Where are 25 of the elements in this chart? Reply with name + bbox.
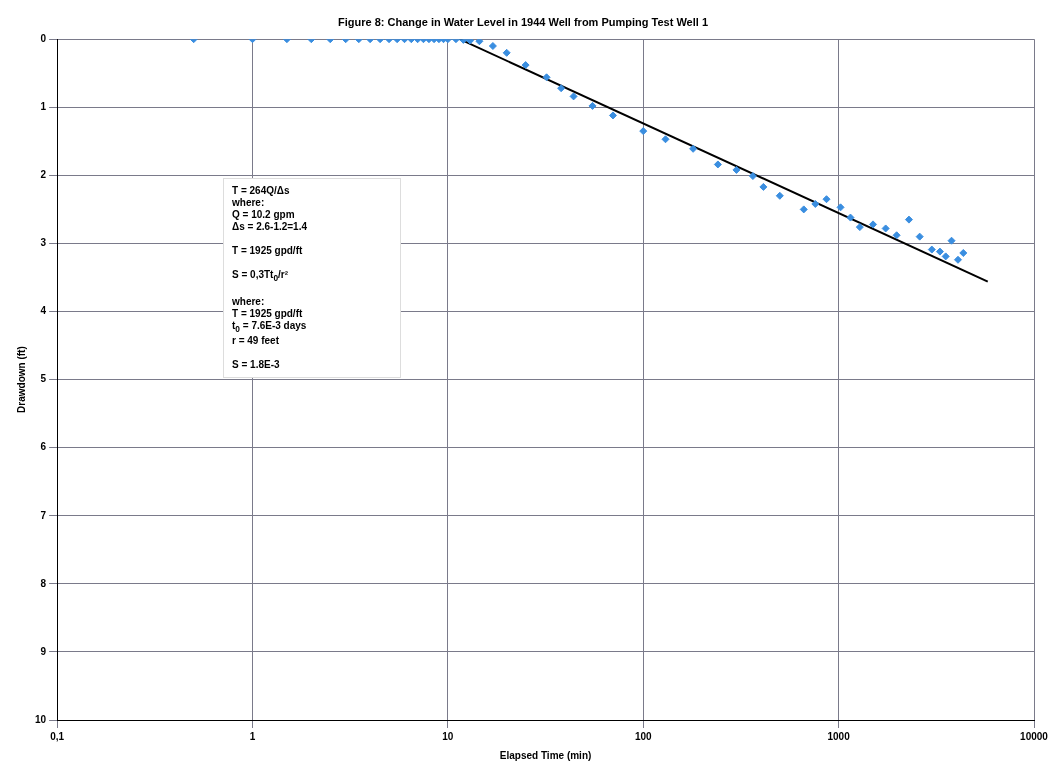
annotation: S = 1.8E-3 [232, 359, 281, 371]
chart-title: Figure 8: Change in Water Level in 1944 Well from Pumping Test Well 1 [337, 15, 709, 28]
y-tick-label: 9 [40, 645, 47, 657]
y-tick-label: 3 [40, 237, 47, 249]
y-tick-label: 8 [40, 577, 47, 589]
y-tick-label: 10 [35, 713, 47, 725]
x-tick-label: 1 [249, 730, 256, 742]
annotation: S = 0,3Tt$_{0}$/r² [232, 269, 290, 284]
y-tick-label: 1 [40, 101, 47, 113]
y-tick-label: 4 [40, 305, 47, 317]
y-axis-title: Drawdown (ft) [15, 346, 27, 413]
y-tick-label: 6 [40, 441, 47, 453]
y-tick-label: 5 [40, 373, 47, 385]
y-tick-label: 2 [40, 169, 47, 181]
x-tick-label: 100 [634, 730, 653, 742]
annotation: T = 1925 gpd/ft [232, 245, 304, 257]
x-tick-label: 10000 [1020, 730, 1049, 742]
x-tick-label: 1000 [827, 730, 851, 742]
annotation: where: T = 1925 gpd/ft t$_{0}$ = 7.6E-3 days r = 49 feet [232, 296, 308, 347]
y-tick-label: 7 [40, 509, 47, 521]
y-tick-label: 0 [40, 32, 47, 44]
x-tick-label: 10 [442, 730, 454, 742]
x-axis-title: Elapsed Time (min) [499, 749, 592, 761]
annotation: T = 264Q/Δs where: Q = 10.2 gpm Δs = 2.6-1.2=1.4 [232, 185, 309, 233]
x-tick-label: 0,1 [50, 730, 65, 742]
